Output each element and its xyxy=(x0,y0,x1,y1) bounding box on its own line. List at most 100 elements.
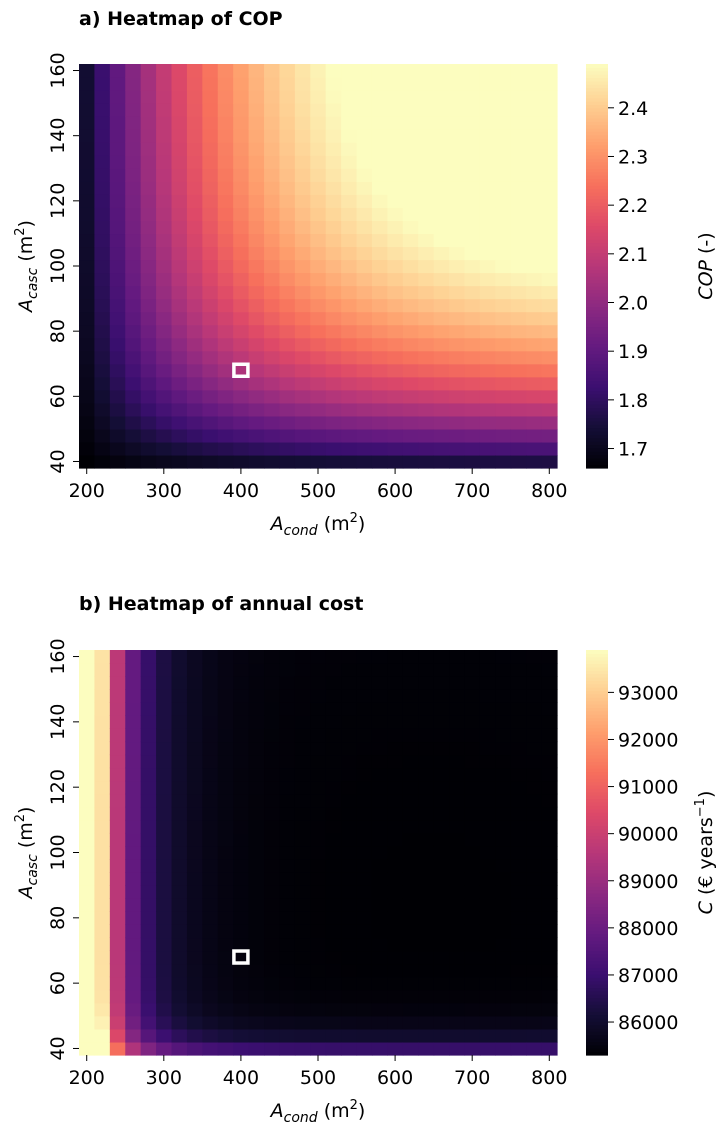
heatmap-cell xyxy=(541,885,558,899)
heatmap-cell xyxy=(264,155,281,169)
heatmap-cell xyxy=(433,441,450,456)
heatmap-cell xyxy=(171,129,188,143)
heatmap-cell xyxy=(371,142,388,156)
colorbar-segment xyxy=(586,444,608,449)
colorbar-tick-label: 89000 xyxy=(618,871,678,893)
heatmap-cell xyxy=(325,898,342,912)
heatmap-cell xyxy=(464,142,481,156)
heatmap-cell xyxy=(217,1002,234,1017)
heatmap-cell xyxy=(464,845,481,860)
heatmap-cell xyxy=(356,142,373,156)
heatmap-cell xyxy=(541,832,558,847)
heatmap-cell xyxy=(418,1041,435,1056)
heatmap-cell xyxy=(279,220,296,235)
heatmap-cell xyxy=(402,285,419,300)
heatmap-cell xyxy=(526,142,543,156)
colorbar-segment xyxy=(586,1021,608,1026)
heatmap-cell xyxy=(156,337,173,352)
heatmap-cell xyxy=(279,415,296,430)
colorbar-segment xyxy=(586,957,608,962)
heatmap-cell xyxy=(371,689,388,703)
heatmap-cell xyxy=(156,259,173,274)
heatmap-cell xyxy=(79,780,96,795)
heatmap-cell xyxy=(402,793,419,808)
heatmap-cell xyxy=(371,859,388,873)
heatmap-cell xyxy=(217,767,234,782)
heatmap-cell xyxy=(202,1041,219,1056)
heatmap-cell xyxy=(449,780,466,795)
heatmap-cell xyxy=(94,754,111,769)
heatmap-cell xyxy=(449,728,466,743)
heatmap-cell xyxy=(371,389,388,404)
heatmap-cell xyxy=(418,689,435,703)
heatmap-cell xyxy=(171,181,188,195)
heatmap-cell xyxy=(510,428,527,443)
heatmap-cell xyxy=(294,728,311,743)
heatmap-cell xyxy=(125,337,142,352)
heatmap-cell xyxy=(248,689,265,703)
colorbar-segment xyxy=(586,94,608,99)
heatmap-cell xyxy=(464,428,481,443)
heatmap-cell xyxy=(402,298,419,313)
colorbar-segment xyxy=(586,737,608,742)
heatmap-cell xyxy=(341,728,358,743)
heatmap-cell xyxy=(233,1002,250,1017)
heatmap-cell xyxy=(341,689,358,703)
heatmap-cell xyxy=(125,937,142,952)
colorbar-segment xyxy=(586,680,608,685)
heatmap-cell xyxy=(202,441,219,456)
heatmap-cell xyxy=(402,937,419,952)
heatmap-cell xyxy=(140,454,157,469)
colorbar-segment xyxy=(586,660,608,665)
heatmap-cell xyxy=(94,272,111,287)
heatmap-cell xyxy=(449,428,466,443)
heatmap-cell xyxy=(186,181,203,195)
heatmap-cell xyxy=(217,194,234,208)
heatmap-cell xyxy=(418,885,435,899)
heatmap-cell xyxy=(510,676,527,690)
heatmap-cell xyxy=(449,885,466,899)
heatmap-cell xyxy=(94,676,111,690)
heatmap-cell xyxy=(79,872,96,886)
colorbar-segment xyxy=(586,947,608,951)
heatmap-cell xyxy=(341,363,358,378)
colorbar-segment xyxy=(586,1024,608,1029)
heatmap-cell xyxy=(418,233,435,248)
heatmap-cell xyxy=(79,129,96,143)
x-tick-label: 300 xyxy=(146,480,182,502)
heatmap-cell xyxy=(171,272,188,287)
heatmap-cell xyxy=(186,207,203,221)
colorbar-segment xyxy=(586,903,608,908)
heatmap-cell xyxy=(541,103,558,117)
heatmap-cell xyxy=(510,64,527,78)
heatmap-cell xyxy=(79,702,96,716)
colorbar-segment xyxy=(586,101,608,105)
colorbar-segment xyxy=(586,165,608,169)
heatmap-cell xyxy=(109,806,126,821)
heatmap-cell xyxy=(171,350,188,365)
heatmap-cell xyxy=(449,90,466,104)
heatmap-cell xyxy=(341,90,358,104)
heatmap-cell xyxy=(541,389,558,404)
heatmap-cell xyxy=(479,220,496,235)
heatmap-cell xyxy=(464,702,481,716)
heatmap-cell xyxy=(402,689,419,703)
heatmap-cell xyxy=(171,937,188,952)
colorbar-segment xyxy=(586,397,608,402)
colorbar-segment xyxy=(586,346,608,351)
heatmap-cell xyxy=(217,272,234,287)
heatmap-cell xyxy=(79,168,96,182)
heatmap-cell xyxy=(310,259,327,274)
heatmap-cell xyxy=(371,90,388,104)
heatmap-cell xyxy=(217,155,234,169)
heatmap-cell xyxy=(526,924,543,939)
y-axis-label: Acasc (m2) xyxy=(13,807,41,901)
y-tick-label: 120 xyxy=(47,183,69,219)
colorbar-segment xyxy=(586,731,608,735)
heatmap-cell xyxy=(264,246,281,261)
heatmap-cell xyxy=(310,116,327,130)
heatmap-cell xyxy=(510,337,527,352)
heatmap-cell xyxy=(510,376,527,391)
heatmap-cell xyxy=(79,832,96,847)
heatmap-cell xyxy=(202,259,219,274)
